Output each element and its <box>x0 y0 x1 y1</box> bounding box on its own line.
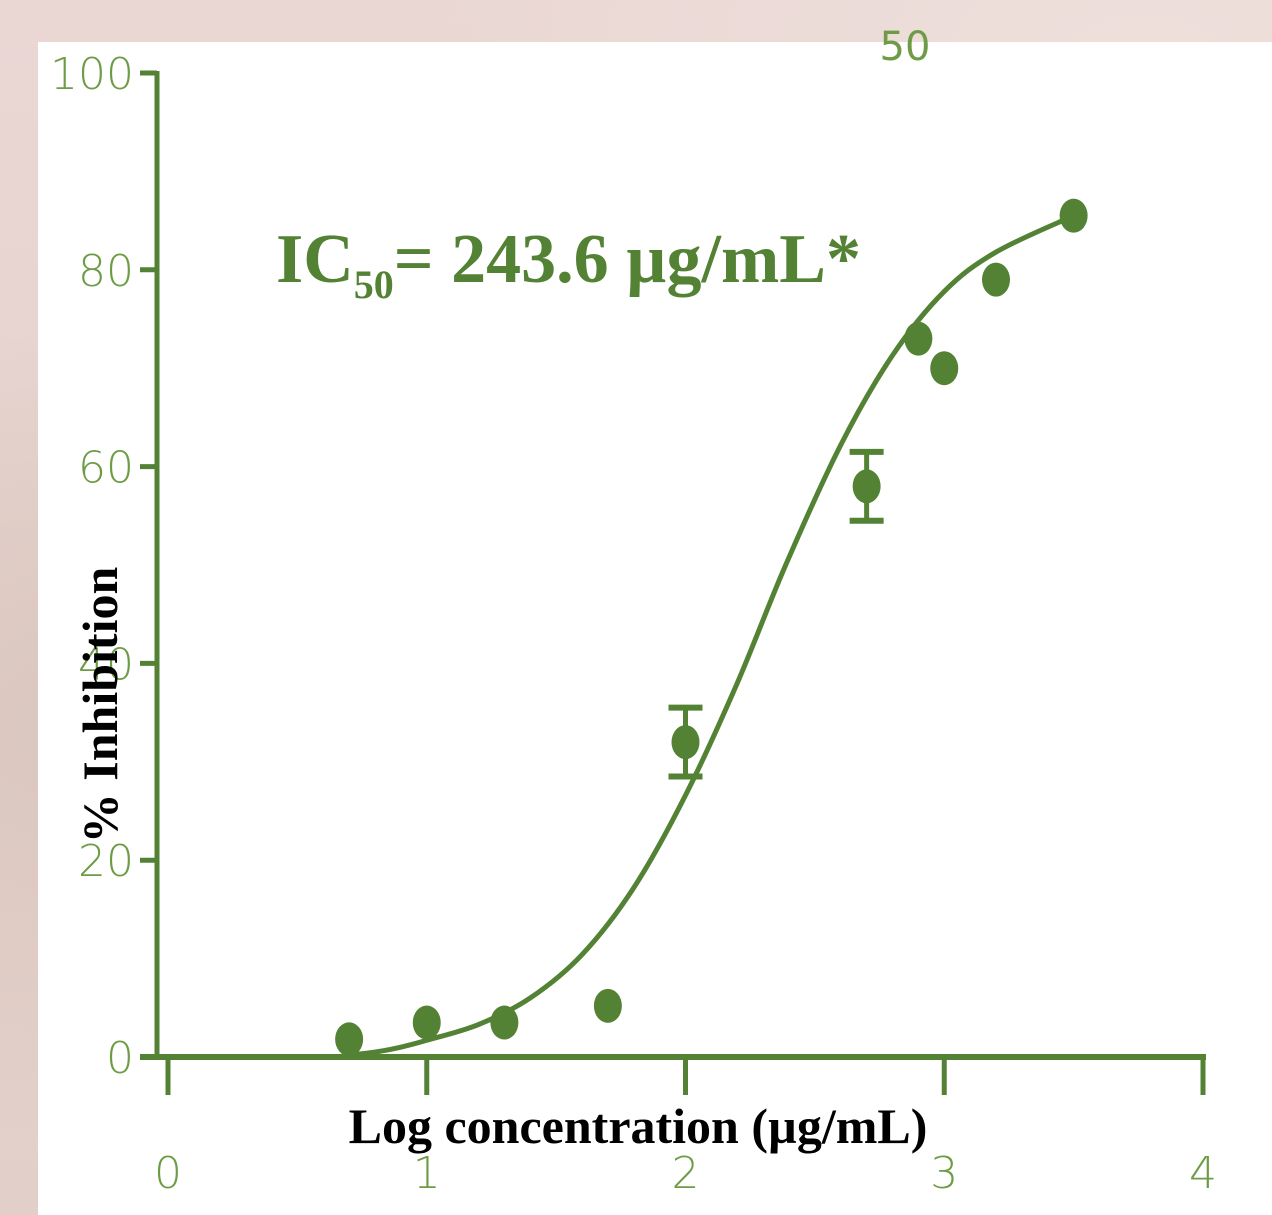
cropped-top-label: 50 <box>880 24 931 70</box>
ic50-main: IC <box>276 221 354 298</box>
y-axis-title: % Inhibition <box>72 567 128 844</box>
data-point-10 <box>1059 198 1088 233</box>
data-point-7 <box>904 321 933 356</box>
x-axis-title: Log concentration (µg/mL) <box>349 1098 928 1154</box>
fit-curve <box>346 213 1077 1058</box>
x-tick-label-2: 2 <box>672 1148 700 1199</box>
data-point-3 <box>490 1005 519 1040</box>
data-point-9 <box>982 262 1010 297</box>
y-ticks: 0 20 40 60 80 100 <box>50 49 157 1084</box>
chart-panel <box>38 42 1272 1215</box>
data-point-6 <box>852 469 881 504</box>
data-point-1 <box>335 1022 364 1057</box>
y-tick-label-80: 80 <box>78 246 134 297</box>
x-tick-label-4: 4 <box>1189 1148 1217 1199</box>
x-tick-label-0: 0 <box>154 1148 182 1199</box>
data-point-4 <box>593 988 622 1023</box>
y-tick-label-40: 40 <box>78 639 134 690</box>
axes: 0 20 40 60 80 100 0 1 2 3 4 <box>50 49 1217 1199</box>
x-ticks: 0 1 2 3 4 <box>154 1057 1217 1199</box>
y-tick-label-20: 20 <box>78 836 134 887</box>
ic50-value: = 243.6 µg/mL* <box>394 221 861 298</box>
x-tick-label-1: 1 <box>413 1148 441 1199</box>
ic50-annotation: IC50= 243.6 µg/mL* <box>276 221 861 307</box>
data-point-5 <box>671 725 700 760</box>
y-tick-label-0: 0 <box>106 1033 134 1084</box>
ic50-subscript: 50 <box>354 262 394 307</box>
data-points <box>335 198 1088 1057</box>
y-tick-label-60: 60 <box>78 443 134 494</box>
data-point-2 <box>412 1005 441 1040</box>
y-tick-label-100: 100 <box>50 49 134 100</box>
data-point-8 <box>930 351 959 386</box>
x-tick-label-3: 3 <box>930 1148 958 1199</box>
